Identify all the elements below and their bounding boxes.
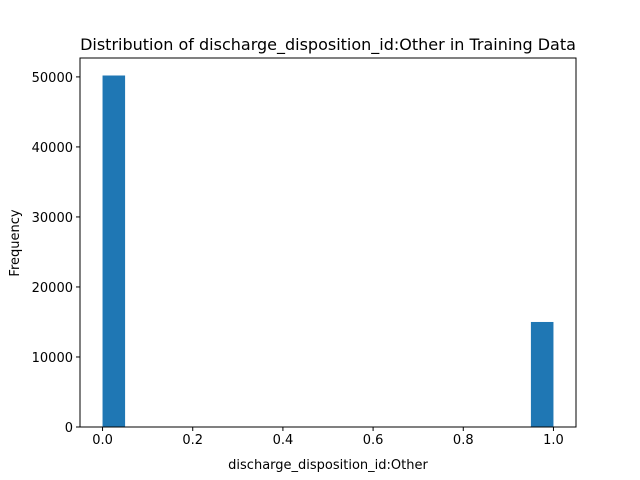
x-tick-label-0: 0.0 — [92, 433, 113, 448]
x-tick-label-2: 0.4 — [273, 433, 294, 448]
y-tick-label-2: 20000 — [32, 281, 73, 296]
y-axis-ticks: 0 10000 20000 30000 40000 50000 — [32, 71, 80, 436]
histogram-bar-0 — [102, 75, 126, 427]
x-tick-label-5: 1.0 — [543, 433, 564, 448]
y-axis-label: Frequency — [8, 209, 23, 276]
x-tick-label-3: 0.6 — [363, 433, 384, 448]
plot-frame — [79, 57, 577, 428]
y-tick-label-3: 30000 — [32, 211, 73, 226]
chart-title: Distribution of discharge_disposition_id… — [80, 35, 576, 55]
histogram-bar-1 — [530, 321, 554, 427]
x-axis-label: discharge_disposition_id:Other — [228, 458, 428, 473]
x-tick-label-4: 0.8 — [453, 433, 474, 448]
y-tick-label-5: 50000 — [32, 71, 73, 86]
y-tick-label-4: 40000 — [32, 141, 73, 156]
bars-group — [102, 75, 554, 427]
y-tick-label-1: 10000 — [32, 351, 73, 366]
x-axis-ticks: 0.0 0.2 0.4 0.6 0.8 1.0 — [92, 427, 564, 448]
x-tick-label-1: 0.2 — [182, 433, 203, 448]
y-tick-label-0: 0 — [65, 421, 73, 436]
